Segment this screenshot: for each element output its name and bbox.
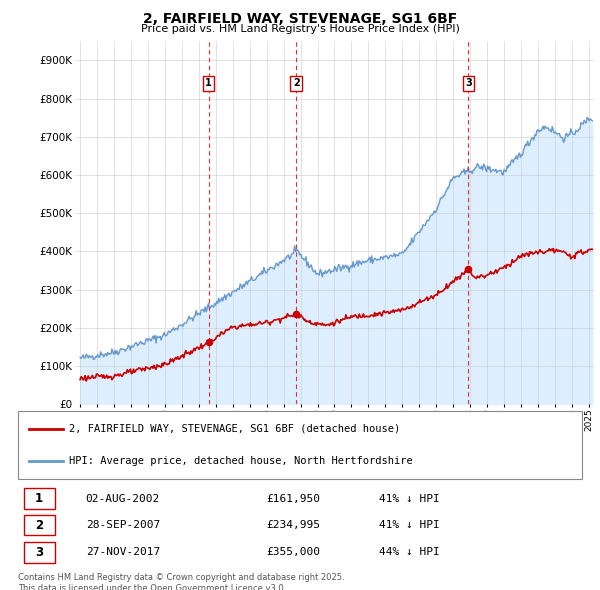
Text: 28-SEP-2007: 28-SEP-2007	[86, 520, 160, 530]
Text: £161,950: £161,950	[266, 494, 320, 504]
Text: 2, FAIRFIELD WAY, STEVENAGE, SG1 6BF (detached house): 2, FAIRFIELD WAY, STEVENAGE, SG1 6BF (de…	[69, 424, 400, 434]
Text: 1: 1	[205, 78, 212, 88]
Text: Contains HM Land Registry data © Crown copyright and database right 2025.
This d: Contains HM Land Registry data © Crown c…	[18, 573, 344, 590]
Text: 2, FAIRFIELD WAY, STEVENAGE, SG1 6BF: 2, FAIRFIELD WAY, STEVENAGE, SG1 6BF	[143, 12, 457, 26]
Text: 1: 1	[35, 492, 43, 505]
Text: 27-NOV-2017: 27-NOV-2017	[86, 548, 160, 558]
Text: 44% ↓ HPI: 44% ↓ HPI	[379, 548, 440, 558]
FancyBboxPatch shape	[23, 514, 55, 536]
FancyBboxPatch shape	[18, 411, 582, 479]
Text: £355,000: £355,000	[266, 548, 320, 558]
Text: 02-AUG-2002: 02-AUG-2002	[86, 494, 160, 504]
FancyBboxPatch shape	[23, 489, 55, 509]
FancyBboxPatch shape	[23, 542, 55, 563]
Text: 2: 2	[293, 78, 299, 88]
Text: 41% ↓ HPI: 41% ↓ HPI	[379, 494, 440, 504]
Text: Price paid vs. HM Land Registry's House Price Index (HPI): Price paid vs. HM Land Registry's House …	[140, 24, 460, 34]
Text: £234,995: £234,995	[266, 520, 320, 530]
Text: 3: 3	[465, 78, 472, 88]
Text: HPI: Average price, detached house, North Hertfordshire: HPI: Average price, detached house, Nort…	[69, 457, 413, 467]
Text: 2: 2	[35, 519, 43, 532]
Text: 41% ↓ HPI: 41% ↓ HPI	[379, 520, 440, 530]
Text: 3: 3	[35, 546, 43, 559]
